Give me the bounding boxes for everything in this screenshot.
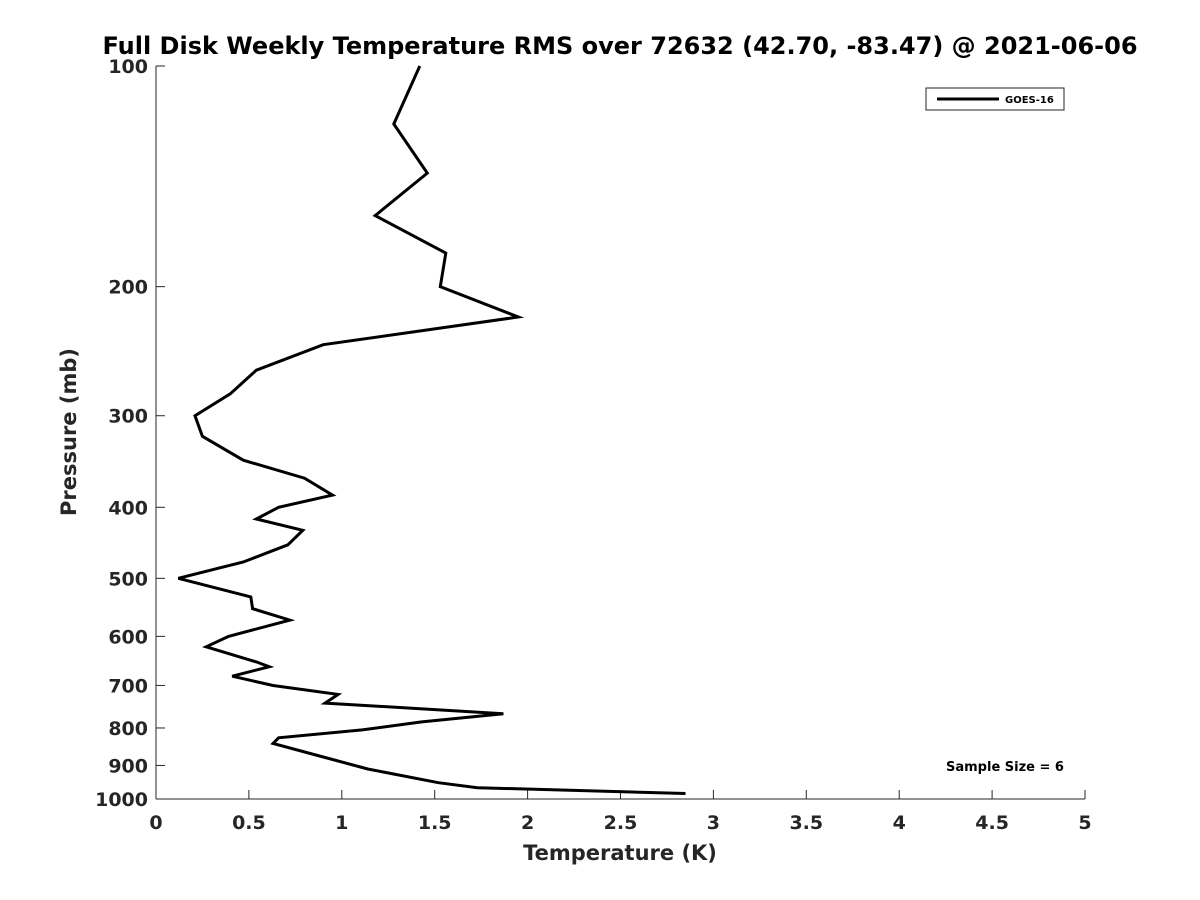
legend: GOES-16 (925, 87, 1065, 111)
y-tick-label: 400 (108, 497, 148, 519)
y-tick-label: 100 (108, 56, 148, 78)
y-axis-label: Pressure (mb) (57, 348, 81, 516)
series-line-goes16 (177, 65, 686, 795)
y-tick-label: 500 (108, 568, 148, 590)
y-tick-label: 700 (108, 675, 148, 697)
y-tick-label: 800 (108, 718, 148, 740)
y-tick-label: 900 (108, 755, 148, 777)
y-tick-label: 200 (108, 277, 148, 299)
x-tick-label: 1 (335, 812, 348, 834)
x-tick-label: 3 (707, 812, 720, 834)
x-tick-label: 2.5 (604, 812, 638, 834)
y-axis-ticks: 100 200 300 400 500 600 700 800 900 1000 (95, 56, 165, 811)
sample-size-annotation: Sample Size = 6 (946, 760, 1064, 775)
x-tick-label: 5 (1078, 812, 1091, 834)
x-tick-label: 1.5 (418, 812, 452, 834)
x-tick-label: 0.5 (232, 812, 266, 834)
x-tick-label: 2 (521, 812, 534, 834)
x-tick-label: 3.5 (789, 812, 823, 834)
y-tick-label: 300 (108, 406, 148, 428)
chart-title: Full Disk Weekly Temperature RMS over 72… (102, 32, 1137, 60)
x-tick-label: 4.5 (975, 812, 1009, 834)
x-tick-label: 4 (893, 812, 906, 834)
y-tick-label: 1000 (95, 789, 148, 811)
legend-label-goes16: GOES-16 (1005, 95, 1054, 106)
x-axis-label: Temperature (K) (523, 841, 717, 865)
x-tick-label: 0 (149, 812, 162, 834)
y-tick-label: 600 (108, 626, 148, 648)
x-axis-ticks: 0 0.5 1 1.5 2 2.5 3 3.5 4 4.5 5 (149, 790, 1092, 834)
